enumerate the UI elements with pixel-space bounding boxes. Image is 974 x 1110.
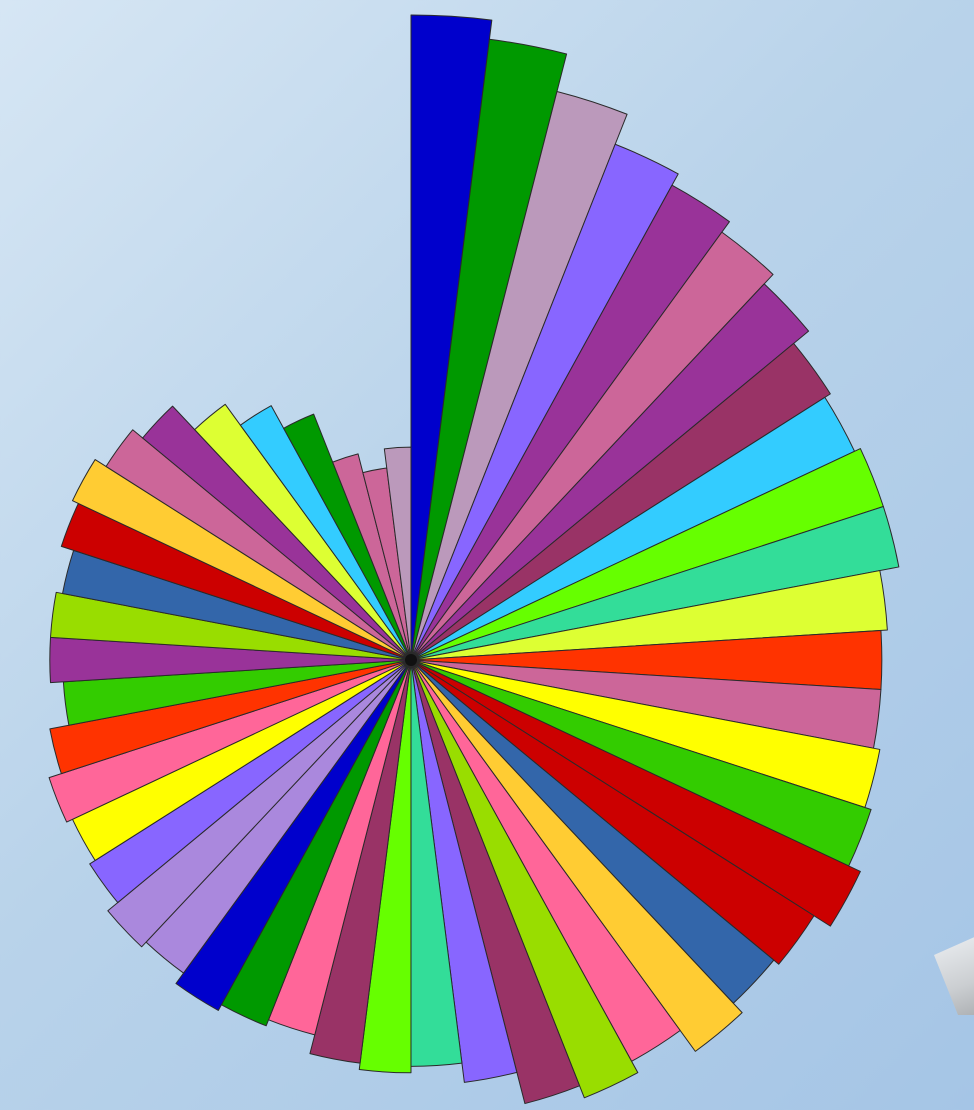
- polar-slice-43: [105, 429, 412, 661]
- polar-slice-5: [410, 184, 730, 661]
- polar-slice-24: [410, 659, 518, 1083]
- polar-slice-42: [72, 459, 412, 661]
- polar-slice-35: [48, 659, 412, 823]
- polar-slice-23: [410, 659, 581, 1105]
- polar-slice-6: [410, 231, 774, 661]
- polar-slice-44: [142, 405, 412, 661]
- polar-slice-11: [410, 506, 900, 661]
- polar-slice-17: [410, 659, 861, 927]
- polar-slice-8: [410, 342, 831, 661]
- polar-slice-30: [175, 659, 412, 1011]
- polar-slice-33: [89, 659, 412, 904]
- polar-slice-27: [309, 659, 412, 1064]
- polar-slice-20: [410, 659, 743, 1052]
- polar-slice-3: [410, 90, 628, 661]
- polar-slice-2: [410, 38, 568, 661]
- polar-slice-18: [410, 659, 815, 965]
- polar-slice-32: [107, 659, 412, 948]
- polar-slice-47: [283, 413, 412, 661]
- polar-slice-36: [49, 659, 412, 775]
- polar-slice-4: [410, 143, 679, 661]
- polar-slice-12: [410, 570, 888, 661]
- polar-slice-7: [410, 283, 810, 661]
- polar-slice-46: [239, 405, 412, 661]
- polar-slice-50: [383, 446, 412, 661]
- chart-center-point: [405, 654, 417, 666]
- polar-slice-48: [332, 453, 412, 661]
- polar-slice-45: [194, 403, 412, 661]
- polar-slice-22: [410, 659, 639, 1099]
